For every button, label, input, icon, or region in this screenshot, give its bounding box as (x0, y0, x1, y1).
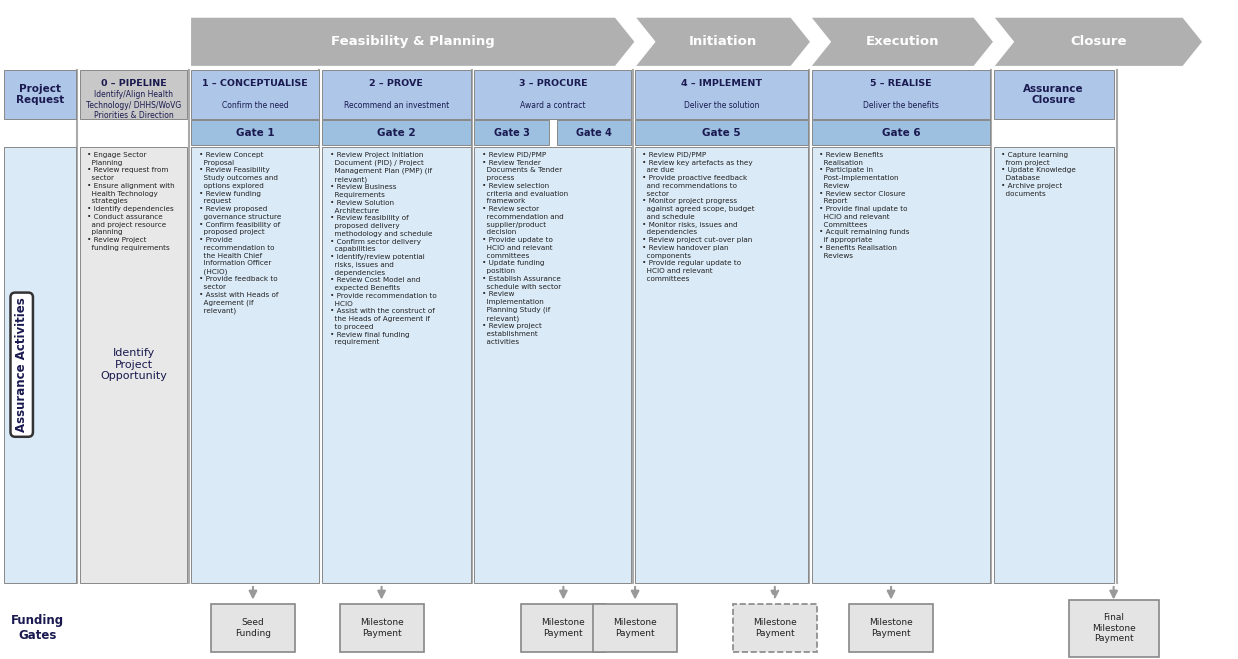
Bar (474, 121, 550, 146)
Text: 5 – REALISE: 5 – REALISE (870, 79, 932, 88)
Text: Award a contract: Award a contract (520, 101, 586, 110)
Text: • Review PID/PMP
• Review key artefacts as they
  are due
• Provide proactive fe: • Review PID/PMP • Review key artefacts … (643, 152, 755, 282)
Bar (191, 121, 318, 146)
Bar (557, 121, 631, 146)
Bar (635, 121, 808, 146)
Text: • Review Benefits
  Realisation
• Participate in
  Post-Implementation
  Review
: • Review Benefits Realisation • Particip… (820, 152, 910, 259)
Text: Assurance
Closure: Assurance Closure (1024, 84, 1084, 105)
Text: Execution: Execution (865, 36, 938, 48)
Polygon shape (994, 17, 1202, 67)
Text: Identify
Project
Opportunity: Identify Project Opportunity (100, 348, 167, 382)
Text: Gate 4: Gate 4 (576, 128, 612, 138)
Text: Closure: Closure (1070, 36, 1127, 48)
Text: Feasibility & Planning: Feasibility & Planning (331, 36, 495, 48)
Bar (635, 147, 808, 583)
Bar (849, 604, 933, 652)
Text: 2 – PROVE: 2 – PROVE (369, 79, 423, 88)
Text: • Review PID/PMP
• Review Tender
  Documents & Tender
  process
• Review selecti: • Review PID/PMP • Review Tender Documen… (482, 152, 568, 345)
Text: Gate 6: Gate 6 (881, 128, 920, 138)
Text: Seed
Funding: Seed Funding (235, 618, 271, 638)
Bar (339, 604, 423, 652)
Bar (79, 70, 187, 119)
Bar (5, 147, 76, 583)
Bar (812, 121, 990, 146)
Text: Project
Request: Project Request (16, 84, 64, 105)
Text: • Engage Sector
  Planning
• Review request from
  sector
• Ensure alignment wit: • Engage Sector Planning • Review reques… (87, 152, 175, 251)
Text: Milestone
Payment: Milestone Payment (541, 618, 586, 638)
Bar (322, 121, 470, 146)
Text: 4 – IMPLEMENT: 4 – IMPLEMENT (681, 79, 763, 88)
Text: • Review Project Initiation
  Document (PID) / Project
  Management Plan (PMP) (: • Review Project Initiation Document (PI… (329, 152, 436, 345)
Text: • Review Concept
  Proposal
• Review Feasibility
  Study outcomes and
  options : • Review Concept Proposal • Review Feasi… (198, 152, 281, 314)
Text: Deliver the solution: Deliver the solution (683, 101, 759, 110)
Text: Gate 1: Gate 1 (235, 128, 274, 138)
Polygon shape (191, 17, 635, 67)
Bar (191, 70, 318, 119)
Text: Assurance Activities: Assurance Activities (15, 297, 28, 432)
Bar (521, 604, 605, 652)
Bar (322, 147, 470, 583)
Text: Milestone
Payment: Milestone Payment (360, 618, 404, 638)
Bar (1068, 600, 1159, 657)
Bar (210, 604, 295, 652)
Text: Initiation: Initiation (688, 36, 756, 48)
Text: Final
Milestone
Payment: Final Milestone Payment (1092, 614, 1135, 643)
Polygon shape (635, 17, 811, 67)
Text: 0 – PIPELINE: 0 – PIPELINE (100, 79, 166, 88)
Bar (994, 147, 1114, 583)
Bar (733, 604, 817, 652)
Bar (812, 70, 990, 119)
Bar (79, 147, 187, 583)
Bar (994, 70, 1114, 119)
Bar (474, 70, 631, 119)
Text: Gate 3: Gate 3 (494, 128, 530, 138)
Text: Gate 2: Gate 2 (378, 128, 416, 138)
Text: Recommend an investment: Recommend an investment (344, 101, 449, 110)
Bar (322, 70, 470, 119)
Bar (635, 70, 808, 119)
Text: • Capture learning
  from project
• Update Knowledge
  Database
• Archive projec: • Capture learning from project • Update… (1002, 152, 1076, 196)
Bar (5, 70, 76, 119)
Text: 1 – CONCEPTUALISE: 1 – CONCEPTUALISE (202, 79, 308, 88)
Text: Deliver the benefits: Deliver the benefits (863, 101, 938, 110)
Bar (1, 70, 1237, 583)
Text: Gate 5: Gate 5 (702, 128, 742, 138)
Text: Identify/Align Health
Technology/ DHHS/WoVG
Priorities & Direction: Identify/Align Health Technology/ DHHS/W… (85, 90, 181, 120)
Text: Milestone
Payment: Milestone Payment (613, 618, 657, 638)
Text: Milestone
Payment: Milestone Payment (753, 618, 797, 638)
Bar (593, 604, 677, 652)
Bar (812, 147, 990, 583)
Text: Milestone
Payment: Milestone Payment (869, 618, 912, 638)
Text: Funding
Gates: Funding Gates (11, 614, 64, 642)
Bar (191, 147, 318, 583)
Text: Confirm the need: Confirm the need (222, 101, 288, 110)
Polygon shape (811, 17, 994, 67)
Text: 3 – PROCURE: 3 – PROCURE (519, 79, 587, 88)
Bar (474, 147, 631, 583)
